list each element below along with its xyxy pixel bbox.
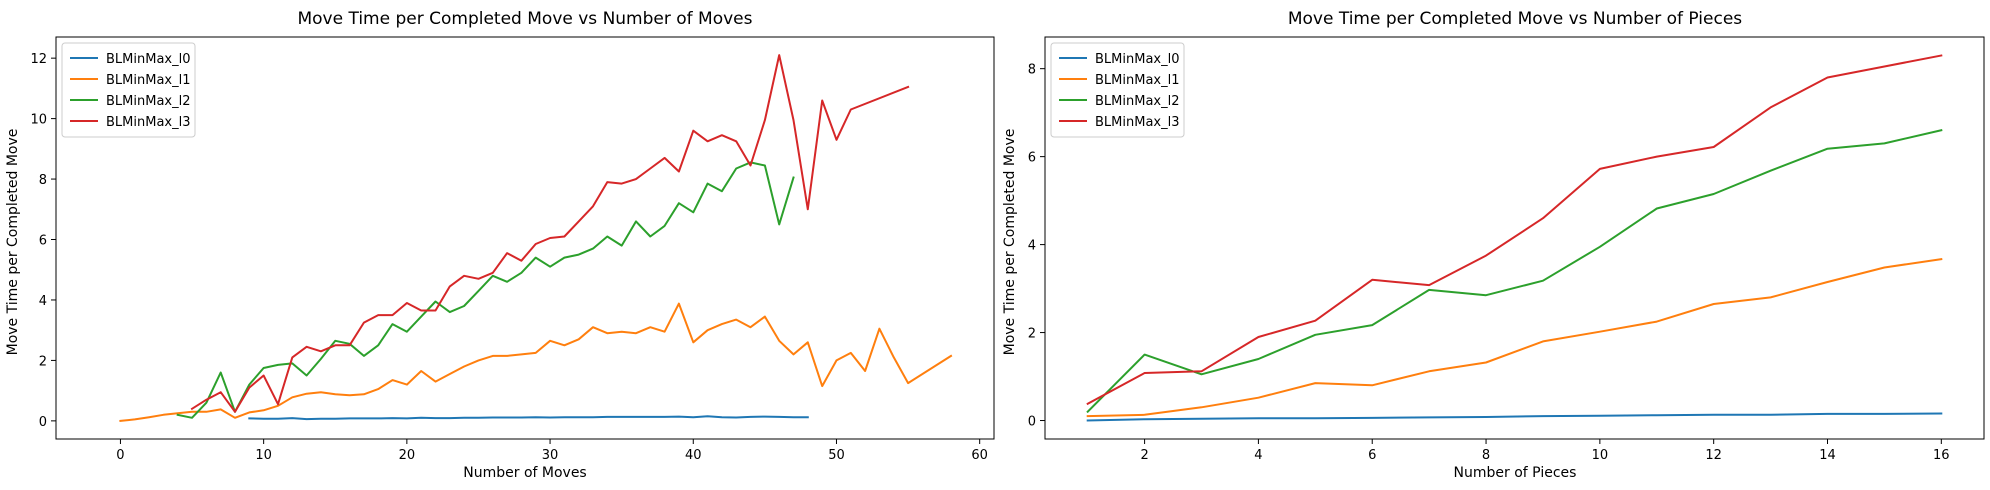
legend-label: BLMinMax_l3 (1095, 115, 1180, 130)
y-tick-label: 8 (39, 173, 47, 188)
x-tick-label: 30 (542, 448, 559, 463)
legend-label: BLMinMax_l0 (1095, 52, 1180, 67)
y-tick-label: 0 (39, 415, 47, 430)
plot-area (119, 54, 953, 422)
series-line-BLMinMax_l1 (119, 302, 953, 422)
legend-label: BLMinMax_l3 (106, 115, 191, 130)
series-line-BLMinMax_l1 (1086, 257, 1943, 418)
x-tick-label: 20 (399, 448, 416, 463)
x-tick-label: 40 (685, 448, 702, 463)
series-line-BLMinMax_l3 (190, 54, 910, 413)
chart-moves: Move Time per Completed Move vs Number o… (5, 9, 995, 481)
x-tick-label: 10 (1592, 448, 1609, 463)
y-tick-label: 4 (1028, 239, 1036, 254)
x-tick-label: 14 (1819, 448, 1836, 463)
x-tick-label: 2 (1140, 448, 1148, 463)
chart-pieces: Move Time per Completed Move vs Number o… (1002, 9, 1985, 481)
x-tick-label: 0 (116, 448, 124, 463)
x-axis-label: Number of Moves (463, 465, 586, 481)
plot-area (1086, 54, 1943, 422)
chart-title: Move Time per Completed Move vs Number o… (297, 9, 752, 29)
x-tick-label: 12 (1705, 448, 1722, 463)
series-line-BLMinMax_l2 (1086, 128, 1943, 414)
legend-box (61, 42, 196, 138)
legend: BLMinMax_l0 BLMinMax_l1 BLMinMax_l2 BLMinMa… (1050, 42, 1185, 138)
legend-label: BLMinMax_l1 (1095, 73, 1180, 88)
y-tick-label: 2 (1028, 327, 1036, 342)
y-tick-label: 4 (39, 294, 47, 309)
y-tick-label: 0 (1028, 415, 1036, 430)
series-line-BLMinMax_l0 (248, 415, 809, 421)
chart-title: Move Time per Completed Move vs Number o… (1288, 9, 1742, 29)
series-line-BLMinMax_l2 (176, 161, 795, 419)
y-tick-label: 8 (1028, 63, 1036, 78)
legend: BLMinMax_l0 BLMinMax_l1 BLMinMax_l2 BLMinMa… (61, 42, 196, 138)
x-tick-label: 10 (255, 448, 272, 463)
x-tick-label: 60 (971, 448, 988, 463)
x-tick-label: 8 (1482, 448, 1490, 463)
axes-frame (1044, 36, 1985, 440)
x-tick-label: 6 (1368, 448, 1376, 463)
x-tick-label: 4 (1254, 448, 1262, 463)
y-tick-label: 10 (30, 113, 47, 128)
axes-frame (55, 36, 995, 440)
legend-label: BLMinMax_l2 (1095, 94, 1180, 109)
legend-label: BLMinMax_l1 (106, 73, 191, 88)
x-axis-label: Number of Pieces (1454, 465, 1577, 481)
x-tick-label: 16 (1933, 448, 1950, 463)
y-axis-label: Move Time per Completed Move (1002, 129, 1018, 356)
x-tick-label: 50 (828, 448, 845, 463)
series-line-BLMinMax_l3 (1086, 54, 1943, 406)
y-tick-label: 6 (39, 234, 47, 249)
y-tick-label: 12 (30, 52, 47, 67)
legend-label: BLMinMax_l0 (106, 52, 191, 67)
y-axis-label: Move Time per Completed Move (5, 129, 21, 356)
legend-box (1050, 42, 1185, 138)
legend-label: BLMinMax_l2 (106, 94, 191, 109)
y-tick-label: 6 (1028, 151, 1036, 166)
y-tick-label: 2 (39, 354, 47, 369)
series-line-BLMinMax_l0 (1086, 412, 1943, 422)
